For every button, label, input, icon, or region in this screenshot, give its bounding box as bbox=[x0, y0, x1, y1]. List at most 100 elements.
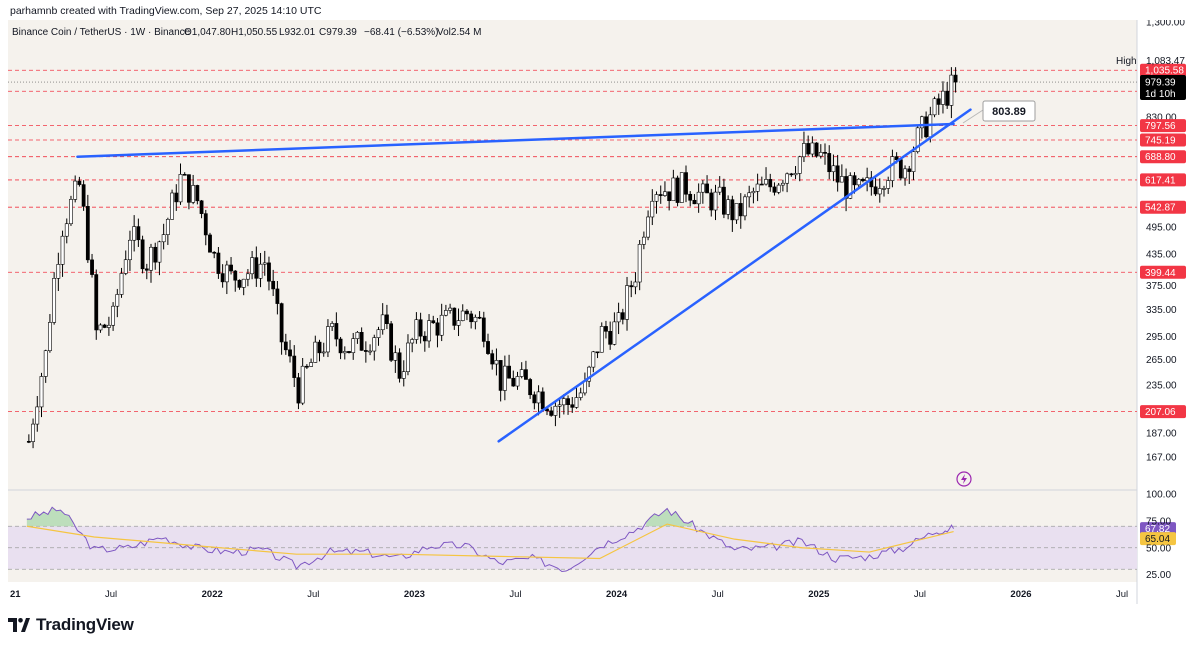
price-tick-0: 1,300.00 bbox=[1146, 20, 1185, 29]
candle-body bbox=[869, 177, 874, 188]
candle-body bbox=[174, 192, 179, 203]
candle-body bbox=[743, 196, 747, 217]
trendline-support[interactable] bbox=[497, 108, 972, 443]
level-tag-7-text: 399.44 bbox=[1145, 268, 1176, 279]
trendline-resistance[interactable] bbox=[76, 122, 955, 158]
rsi-value-tag-text: 67.82 bbox=[1145, 524, 1170, 535]
candle-body bbox=[271, 280, 276, 290]
candle-body bbox=[119, 273, 124, 295]
candle-body bbox=[140, 239, 145, 270]
candle-body bbox=[793, 173, 798, 176]
candle-body bbox=[90, 259, 94, 275]
candle-body bbox=[785, 173, 790, 184]
candle-body bbox=[342, 351, 347, 354]
candle-body bbox=[637, 244, 642, 283]
candle-body bbox=[646, 216, 650, 238]
candle-body bbox=[654, 194, 659, 202]
candle-body bbox=[776, 184, 781, 193]
price-tick-10: 167.00 bbox=[1146, 453, 1177, 464]
candle-body bbox=[700, 183, 705, 193]
candle-body bbox=[267, 262, 271, 282]
level-tag-8: 207.06 bbox=[1140, 405, 1186, 419]
candle-body bbox=[292, 355, 297, 378]
legend-close: C979.39 bbox=[319, 27, 357, 38]
time-tick-10: 2026 bbox=[1010, 589, 1031, 600]
candle-body bbox=[149, 246, 153, 271]
candle-body bbox=[132, 226, 137, 241]
candle-body bbox=[536, 391, 541, 404]
price-tick-9: 187.00 bbox=[1146, 429, 1177, 440]
candle-body bbox=[717, 186, 722, 193]
candle-body bbox=[448, 307, 453, 311]
price-tick-2: 495.00 bbox=[1146, 222, 1177, 233]
time-tick-9: Jul bbox=[914, 589, 926, 600]
price-tags: 1,035.58937.80797.56745.19688.80617.4154… bbox=[1116, 56, 1186, 419]
trendlines[interactable] bbox=[76, 108, 972, 443]
candle-body bbox=[886, 180, 891, 189]
candle-body bbox=[330, 323, 335, 327]
price-tick-1: 830.00 bbox=[1146, 113, 1177, 124]
candle-body bbox=[385, 314, 389, 325]
candle-body bbox=[764, 179, 768, 185]
candle-body bbox=[823, 152, 827, 154]
candle-body bbox=[56, 264, 61, 279]
candle-body bbox=[755, 183, 760, 192]
candle-body bbox=[262, 262, 267, 265]
level-tag-3: 745.19 bbox=[1140, 133, 1186, 147]
candle-body bbox=[486, 341, 490, 354]
candle-body bbox=[549, 410, 554, 416]
credit-text: parhamnb created with TradingView.com, S… bbox=[10, 5, 322, 17]
ohlc-legend: Binance Coin / TetherUS · 1W · Binance O… bbox=[12, 27, 481, 38]
candle-body bbox=[199, 200, 204, 214]
candle-body bbox=[941, 90, 945, 105]
lightning-icon[interactable] bbox=[956, 471, 972, 487]
price-pane[interactable] bbox=[8, 20, 1137, 490]
candle-body bbox=[566, 398, 570, 405]
level-tag-5: 617.41 bbox=[1140, 173, 1186, 187]
candle-body bbox=[406, 342, 410, 372]
candle-body bbox=[612, 321, 617, 345]
candle-body bbox=[705, 183, 709, 194]
candle-body bbox=[692, 199, 697, 205]
candle-body bbox=[431, 320, 436, 324]
level-tag-6: 542.87 bbox=[1140, 200, 1186, 214]
time-tick-5: Jul bbox=[509, 589, 521, 600]
candle-body bbox=[511, 377, 516, 387]
candle-body bbox=[953, 74, 958, 83]
candle-body bbox=[561, 398, 566, 406]
candle-body bbox=[772, 186, 777, 193]
annotation-callout[interactable]: 803.89 bbox=[962, 100, 1036, 124]
tradingview-brand[interactable]: TradingView bbox=[8, 615, 134, 635]
candle-body bbox=[153, 246, 158, 263]
candle-body bbox=[519, 369, 524, 377]
rsi-value-tag: 67.82 bbox=[1140, 522, 1176, 536]
candle-body bbox=[919, 116, 924, 129]
candle-body bbox=[848, 175, 853, 199]
time-axis[interactable] bbox=[8, 582, 1137, 604]
candle-body bbox=[599, 326, 604, 353]
rsi-ma-line bbox=[26, 523, 954, 560]
legend-open: O1,047.80 bbox=[184, 27, 231, 38]
candle-body bbox=[128, 239, 132, 261]
candle-body bbox=[726, 199, 731, 215]
candle-body bbox=[949, 74, 954, 106]
candle-body bbox=[890, 156, 895, 181]
price-tick-8: 235.00 bbox=[1146, 380, 1177, 391]
candle-body bbox=[831, 165, 836, 173]
level-tag-8-text: 207.06 bbox=[1145, 407, 1176, 418]
candle-body bbox=[730, 199, 735, 221]
rsi-tick-1: 75.00 bbox=[1146, 516, 1171, 527]
candle-body bbox=[515, 376, 520, 387]
brand-name: TradingView bbox=[36, 615, 134, 634]
price-axis[interactable] bbox=[1137, 20, 1200, 582]
candle-body bbox=[182, 174, 187, 176]
candle-body bbox=[376, 329, 381, 338]
candle-body bbox=[835, 165, 840, 183]
time-tick-3: Jul bbox=[307, 589, 319, 600]
candle-body bbox=[326, 326, 330, 353]
candle-body bbox=[768, 179, 773, 188]
candle-body bbox=[102, 324, 107, 328]
candle-body bbox=[861, 178, 865, 182]
annotation-box[interactable] bbox=[982, 100, 1036, 122]
